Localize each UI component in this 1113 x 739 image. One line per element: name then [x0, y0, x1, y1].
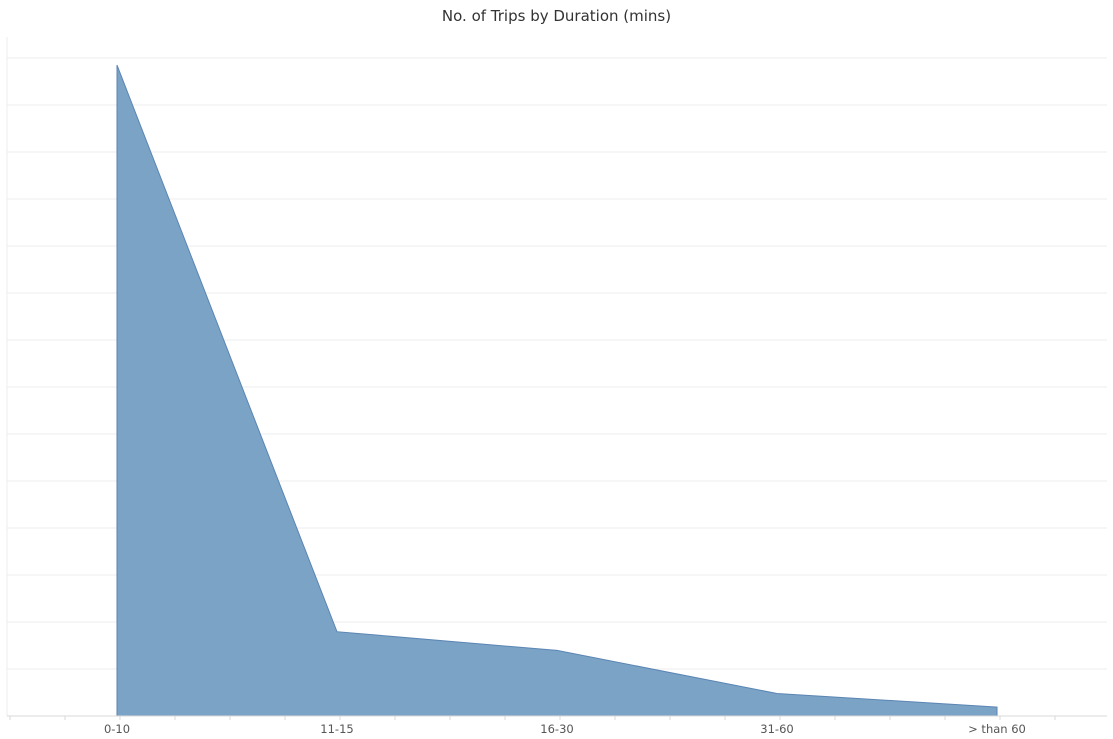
- x-tick-label: 0-10: [104, 722, 130, 736]
- series-layer: [116, 64, 998, 717]
- x-tick-label: > than 60: [968, 722, 1026, 736]
- area-series: [116, 64, 998, 717]
- x-tick-label: 31-60: [760, 722, 793, 736]
- x-tick-label: 11-15: [320, 722, 353, 736]
- chart-title: No. of Trips by Duration (mins): [441, 7, 672, 25]
- grid-lines: [6, 37, 1107, 716]
- axis-layer: 0-10 11-15 16-30 31-60 > than 60: [7, 715, 1107, 736]
- x-tick-label: 16-30: [540, 722, 573, 736]
